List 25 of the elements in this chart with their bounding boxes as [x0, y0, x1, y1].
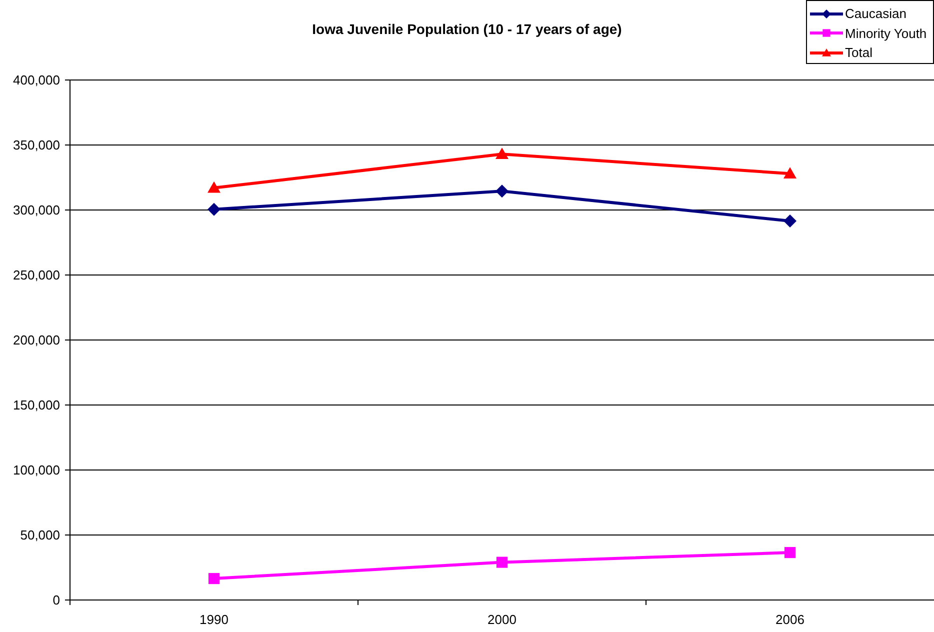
point	[496, 148, 508, 159]
point	[784, 214, 796, 228]
point	[784, 167, 796, 178]
legend-label: Caucasian	[845, 6, 906, 22]
legend-label: Total	[845, 45, 872, 60]
y-tick-label: 100,000	[13, 462, 60, 478]
point	[496, 556, 508, 568]
point	[208, 181, 220, 193]
point	[784, 547, 796, 558]
y-tick-label: 350,000	[13, 138, 60, 153]
y-tick-label: 200,000	[13, 332, 60, 348]
x-tick-label: 1990	[200, 612, 228, 627]
y-tick-label: 0	[52, 592, 60, 608]
x-tick-label: 2006	[776, 612, 804, 627]
y-tick-label: 250,000	[13, 268, 60, 283]
point	[496, 184, 508, 198]
chart-title: Iowa Juvenile Population (10 - 17 years of age)	[312, 21, 622, 37]
y-tick-label: 50,000	[20, 528, 60, 543]
y-tick-label: 150,000	[13, 398, 60, 413]
y-tick-label: 300,000	[13, 202, 60, 218]
x-tick-label: 2000	[488, 612, 516, 627]
y-tick-label: 400,000	[13, 72, 60, 88]
legend-label: Minority Youth	[845, 26, 927, 41]
point	[208, 202, 220, 216]
point	[208, 573, 220, 584]
